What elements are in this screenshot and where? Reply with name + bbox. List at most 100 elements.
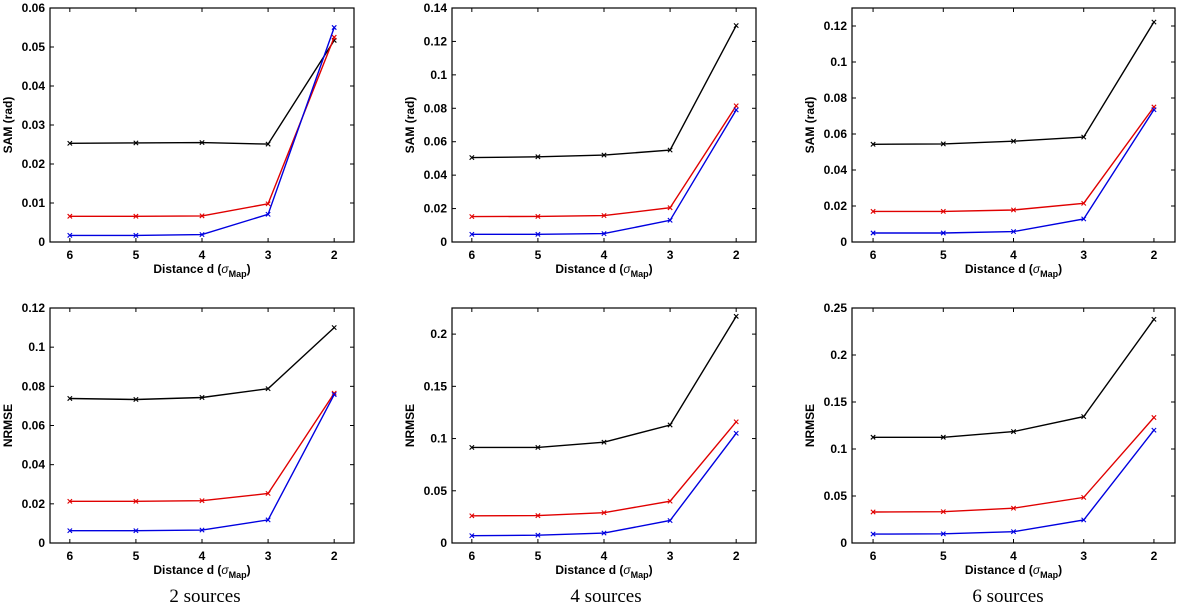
x-tick-label: 2 — [1151, 248, 1158, 262]
data-point — [133, 498, 139, 504]
series-line-3 — [873, 429, 1155, 535]
data-point — [733, 22, 739, 29]
data-point — [1151, 316, 1157, 322]
y-tick-label: 0 — [38, 536, 45, 550]
x-tick-label: 4 — [199, 248, 206, 262]
y-tick-label: 0.08 — [424, 101, 448, 115]
y-tick-label: 0.12 — [22, 301, 46, 315]
data-point — [535, 444, 541, 451]
y-tick-label: 0.02 — [22, 157, 46, 171]
y-tick-label: 0.05 — [824, 489, 848, 503]
x-tick-label: 2 — [733, 549, 740, 563]
data-point — [601, 510, 607, 516]
y-tick-label: 0.06 — [22, 419, 46, 433]
data-point — [1010, 207, 1017, 213]
x-axis-label: Distance d (σMap) — [153, 262, 250, 279]
x-tick-label: 6 — [66, 248, 73, 262]
x-tick-label: 3 — [667, 549, 674, 563]
data-point — [469, 533, 475, 539]
data-point — [601, 439, 607, 445]
data-point — [199, 527, 205, 533]
panel-5: 0 0.05 0.1 0.15 0.2 6 5 4 3 2 Distance d (σMap) NRM… — [403, 307, 757, 580]
data-point — [265, 201, 271, 207]
x-tick-label: 6 — [870, 549, 877, 563]
y-axis-label: SAM (rad) — [403, 97, 417, 154]
data-point — [1010, 429, 1017, 435]
data-point — [1151, 19, 1157, 25]
x-tick-label: 3 — [265, 549, 272, 563]
y-tick-label: 0 — [38, 235, 45, 249]
y-tick-label: 0.01 — [22, 196, 46, 210]
data-point — [67, 528, 73, 534]
series-line-3 — [873, 109, 1155, 234]
data-point — [667, 217, 673, 223]
y-tick-label: 0.04 — [424, 168, 448, 182]
data-point — [535, 231, 541, 237]
y-tick-label: 0 — [440, 235, 447, 249]
series-line-2 — [873, 106, 1155, 213]
y-tick-label: 0.1 — [28, 340, 45, 354]
x-tick-label: 6 — [66, 549, 73, 563]
data-point — [265, 490, 271, 497]
data-point — [67, 232, 73, 238]
x-tick-label: 2 — [331, 549, 338, 563]
data-point — [1081, 413, 1087, 420]
data-point — [265, 517, 271, 523]
y-tick-label: 0.05 — [424, 484, 448, 498]
data-point — [1151, 414, 1157, 421]
series-line-1 — [69, 327, 335, 401]
y-tick-label: 0.04 — [22, 458, 46, 472]
x-tick-label: 5 — [535, 248, 542, 262]
data-point — [265, 386, 271, 392]
data-point — [601, 231, 607, 237]
panel-1: 0 0.01 0.02 0.03 0.04 0.05 0.06 6 5 4 3 2 Distance d… — [1, 1, 355, 279]
panel-2: 0 0.02 0.04 0.06 0.08 0.1 0.12 0.14 6 5 4 3 2 Distanc… — [403, 1, 757, 279]
data-point — [469, 214, 475, 220]
data-point — [331, 34, 337, 40]
panel-3: 0 0.02 0.04 0.06 0.08 0.1 0.12 6 5 4 3 2 Distance d … — [803, 7, 1176, 279]
y-axis-label: SAM (rad) — [803, 97, 817, 154]
data-point — [667, 422, 673, 428]
data-point — [667, 498, 673, 504]
data-point — [1081, 517, 1087, 523]
series-line-3 — [69, 394, 335, 532]
x-tick-label: 5 — [940, 248, 947, 262]
data-point — [331, 24, 337, 31]
data-point — [733, 419, 739, 425]
series-line-2 — [471, 105, 737, 218]
data-point — [1010, 529, 1017, 535]
data-point — [199, 139, 205, 146]
x-tick-label: 3 — [667, 248, 674, 262]
plot-frame — [451, 7, 757, 243]
data-point — [331, 391, 337, 398]
data-point — [940, 434, 946, 440]
x-axis-label: Distance d (σMap) — [153, 563, 250, 580]
x-axis-label: Distance d (σMap) — [965, 262, 1062, 279]
data-point — [667, 147, 673, 153]
y-axis-label: NRMSE — [403, 404, 417, 447]
x-axis-label: Distance d (σMap) — [555, 563, 652, 580]
x-tick-label: 5 — [940, 549, 947, 563]
plot-frame — [49, 7, 355, 243]
data-point — [667, 205, 673, 211]
data-point — [1010, 138, 1017, 144]
series-line-2 — [69, 37, 335, 218]
y-tick-label: 0.14 — [424, 1, 448, 15]
y-tick-label: 0 — [840, 235, 847, 249]
series-line-2 — [471, 421, 737, 517]
y-tick-label: 0.1 — [830, 55, 847, 69]
x-tick-label: 2 — [331, 248, 338, 262]
y-tick-label: 0.08 — [22, 379, 46, 393]
data-point — [1010, 505, 1017, 511]
data-point — [67, 213, 73, 219]
data-point — [870, 208, 876, 214]
data-point — [601, 530, 607, 536]
data-point — [265, 211, 271, 217]
data-point — [535, 154, 541, 160]
data-point — [870, 230, 876, 236]
x-tick-label: 6 — [468, 549, 475, 563]
data-point — [870, 531, 876, 537]
y-tick-label: 0.04 — [824, 163, 848, 177]
data-point — [733, 430, 739, 436]
